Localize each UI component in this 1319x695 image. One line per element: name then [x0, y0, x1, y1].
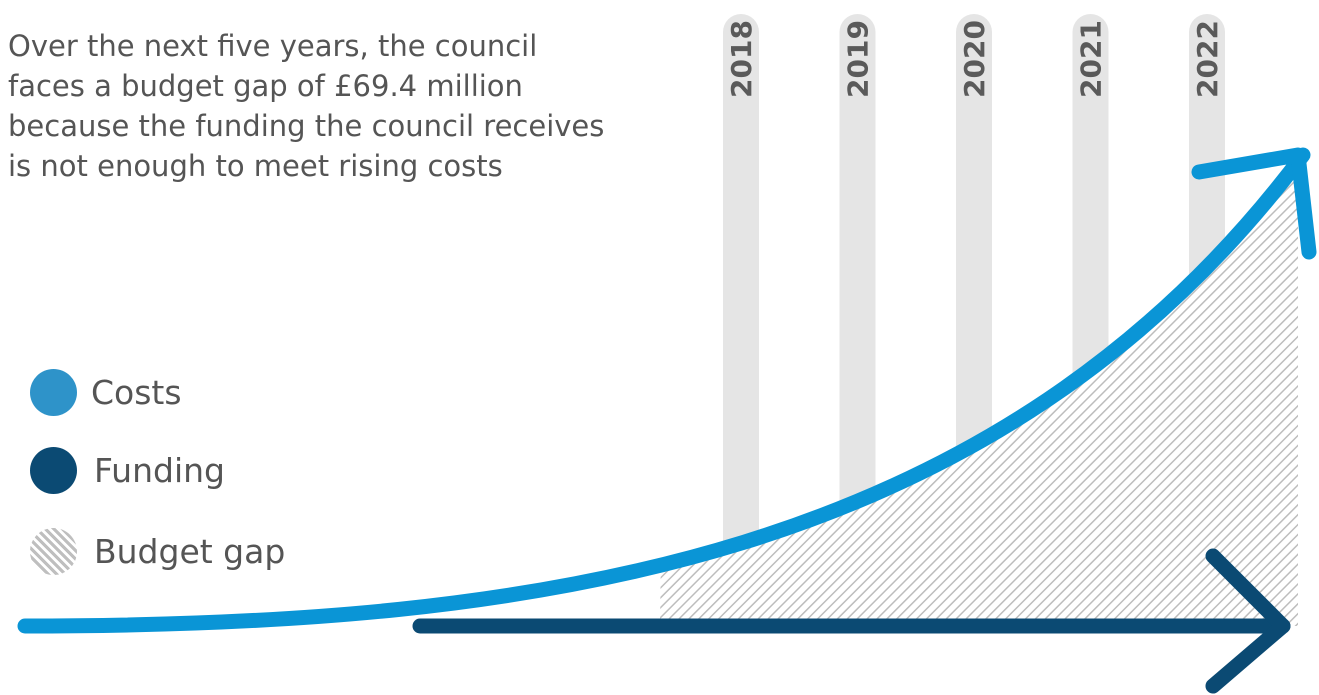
budget-gap-swatch-icon — [30, 528, 77, 575]
legend-label-budget-gap: Budget gap — [94, 532, 286, 571]
year-column-2019 — [839, 14, 876, 630]
year-label-2022: 2022 — [1191, 20, 1224, 98]
costs-line — [17, 147, 1311, 634]
intro-line: Over the next five years, the council — [8, 29, 538, 63]
year-label-2019: 2019 — [842, 20, 875, 98]
legend-item-costs: Costs — [30, 369, 182, 416]
funding-swatch-icon — [30, 447, 77, 494]
costs-series — [17, 147, 1317, 634]
legend-label-costs: Costs — [91, 373, 182, 412]
legend-item-funding: Funding — [30, 447, 225, 494]
legend-item-gap: Budget gap — [30, 528, 285, 575]
budget-gap-area — [660, 170, 1298, 626]
year-column-2018 — [723, 14, 759, 630]
intro-line: is not enough to meet rising costs — [8, 149, 503, 183]
intro-line: because the funding the council receives — [8, 109, 605, 143]
costs-swatch-icon — [30, 369, 77, 416]
funding-arrowhead — [1205, 548, 1291, 694]
intro-text: Over the next five years, the council fa… — [8, 26, 688, 186]
costs-arrowhead — [1191, 147, 1317, 260]
year-label-2018: 2018 — [725, 20, 758, 98]
year-label-2021: 2021 — [1075, 20, 1108, 98]
legend-label-funding: Funding — [94, 451, 225, 490]
year-label-2020: 2020 — [958, 20, 991, 98]
intro-line: faces a budget gap of £69.4 million — [8, 69, 523, 103]
funding-series — [412, 548, 1291, 694]
